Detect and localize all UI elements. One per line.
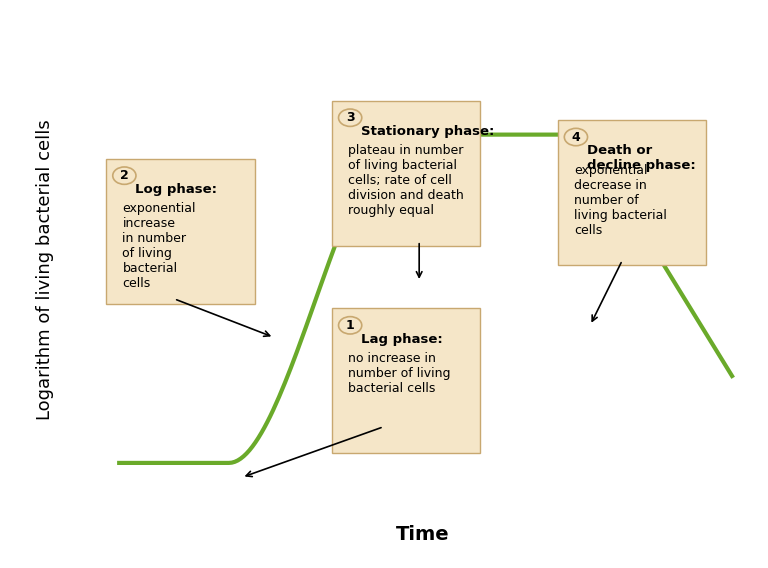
Text: no increase in
number of living
bacterial cells: no increase in number of living bacteria…	[348, 352, 451, 395]
Text: 3: 3	[346, 111, 355, 124]
FancyBboxPatch shape	[332, 101, 481, 245]
Text: plateau in number
of living bacterial
cells; rate of cell
division and death
rou: plateau in number of living bacterial ce…	[348, 144, 464, 218]
X-axis label: Time: Time	[396, 525, 449, 544]
Circle shape	[339, 109, 362, 127]
Text: Lag phase:: Lag phase:	[361, 332, 443, 345]
FancyBboxPatch shape	[558, 120, 707, 265]
Circle shape	[564, 128, 588, 146]
Circle shape	[113, 167, 136, 185]
Circle shape	[339, 316, 362, 334]
Text: Stationary phase:: Stationary phase:	[361, 125, 495, 138]
Text: exponential
decrease in
number of
living bacterial
cells: exponential decrease in number of living…	[574, 164, 667, 237]
Text: Log phase:: Log phase:	[135, 183, 217, 196]
Text: exponential
increase
in number
of living
bacterial
cells: exponential increase in number of living…	[122, 202, 196, 290]
FancyBboxPatch shape	[332, 308, 481, 453]
Text: Death or
decline phase:: Death or decline phase:	[587, 144, 696, 172]
Text: 1: 1	[346, 319, 355, 332]
Text: Logarithm of living bacterial cells: Logarithm of living bacterial cells	[36, 119, 54, 420]
Text: 2: 2	[120, 169, 129, 182]
FancyBboxPatch shape	[106, 158, 255, 303]
Text: 4: 4	[571, 131, 581, 144]
